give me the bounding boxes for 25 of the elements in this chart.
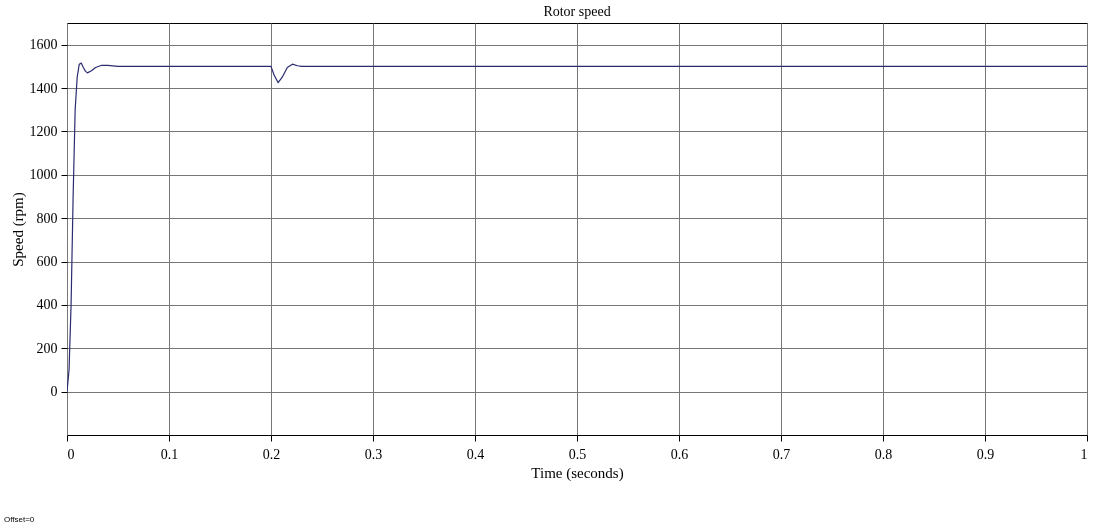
x-tick-label: 1 <box>1080 446 1088 462</box>
x-tick-label: 0.7 <box>772 446 791 462</box>
x-tick-label: 0 <box>67 446 75 462</box>
y-tick-label: 400 <box>36 297 58 313</box>
y-tick-label: 1200 <box>29 123 58 139</box>
x-tick-label: 0.5 <box>568 446 587 462</box>
y-tick-label: 200 <box>36 340 58 356</box>
x-tick-label: 0.6 <box>670 446 689 462</box>
x-tick-label: 0.3 <box>364 446 383 462</box>
line-series <box>67 62 1087 393</box>
x-tick-label: 0.9 <box>976 446 995 462</box>
x-axis-title: Time (seconds) <box>531 464 624 482</box>
x-tick-label: 0.4 <box>466 446 485 462</box>
text: Offset=0 <box>4 515 35 524</box>
y-tick-label: 0 <box>50 384 58 400</box>
y-tick-label: 800 <box>36 210 58 226</box>
x-tick-label: 0.8 <box>874 446 893 462</box>
y-tick-label: 600 <box>36 254 58 270</box>
x-tick-label: 0.1 <box>160 446 179 462</box>
y-tick-label: 1600 <box>29 37 58 53</box>
x-tick-label: 0.2 <box>262 446 281 462</box>
y-axis-title: Speed (rpm) <box>9 192 27 267</box>
chart-title: Rotor speed <box>543 4 611 19</box>
y-tick-label: 1000 <box>29 167 58 183</box>
y-tick-label: 1400 <box>29 80 58 96</box>
